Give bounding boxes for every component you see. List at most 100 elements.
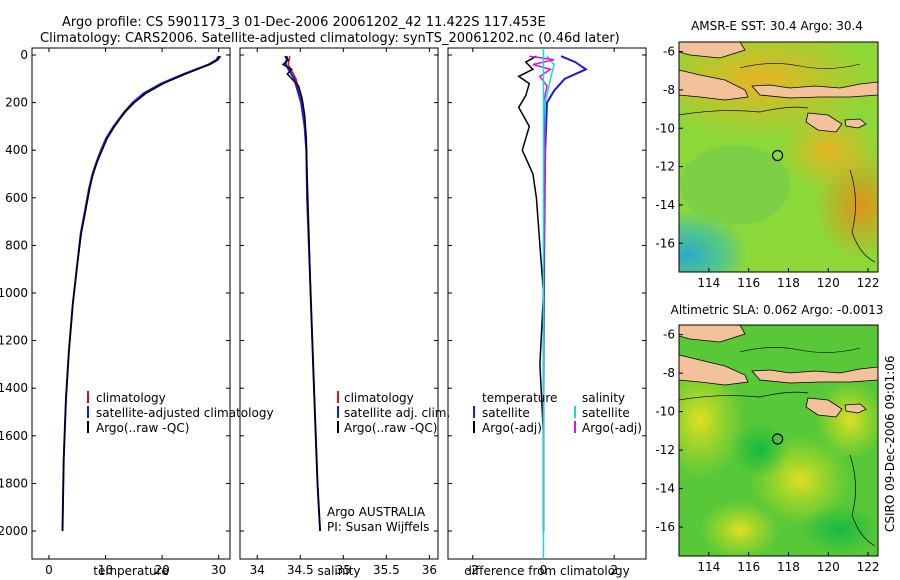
y-tick-label: 1000 bbox=[0, 286, 28, 300]
legend-title-temperature: temperature bbox=[482, 391, 557, 405]
x-tick-label: 34.5 bbox=[287, 563, 314, 577]
sla-high-patch bbox=[815, 380, 878, 460]
y-tick-label: 1800 bbox=[0, 476, 28, 490]
series-line bbox=[284, 55, 322, 532]
x-tick-label: 10 bbox=[98, 563, 113, 577]
y-tick-label: 2000 bbox=[0, 524, 28, 538]
sla-argo-marker bbox=[771, 433, 784, 445]
x-tick-label: 35 bbox=[336, 563, 351, 577]
y-tick-label: -12 bbox=[655, 443, 675, 457]
temperature-series bbox=[61, 55, 222, 532]
legend-label-clim: climatology bbox=[344, 391, 414, 405]
salinity-panel-frame bbox=[239, 47, 439, 560]
series-line bbox=[517, 55, 545, 531]
sst-map-frame bbox=[678, 41, 879, 273]
y-tick-label: 600 bbox=[5, 191, 28, 205]
x-tick-label: 0 bbox=[45, 563, 53, 577]
csiro-timestamp: CSIRO 09-Dec-2006 09:01:06 bbox=[883, 355, 897, 532]
y-tick-label: -16 bbox=[655, 236, 675, 250]
x-tick-label: 35.5 bbox=[373, 563, 400, 577]
x-tick-label: -2 bbox=[467, 563, 479, 577]
sst-map-ticks: 114 116 118 120 122 -6 -8 -10 -12 -14 -16 bbox=[655, 45, 879, 290]
temperature-axis-ticks: 0 10 20 30 bbox=[32, 48, 230, 577]
x-tick-label: 120 bbox=[817, 276, 840, 290]
legend-label-temp-argo: Argo(-adj) bbox=[482, 421, 542, 435]
sst-map-title: AMSR-E SST: 30.4 Argo: 30.4 bbox=[691, 19, 863, 33]
salinity-xlabel: salinity bbox=[317, 564, 360, 578]
sla-high-patch bbox=[700, 500, 780, 556]
x-tick-label: 114 bbox=[697, 560, 720, 574]
legend-title-salinity: salinity bbox=[582, 391, 625, 405]
header-line1: Argo profile: CS 5901173_3 01-Dec-2006 2… bbox=[62, 15, 546, 30]
series-line bbox=[61, 55, 221, 532]
difference-xlabel: difference from climatology bbox=[464, 564, 630, 578]
sla-map bbox=[679, 325, 878, 556]
temperature-xlabel: temperature bbox=[93, 564, 168, 578]
legend-label-argo: Argo(..raw -QC) bbox=[96, 421, 189, 435]
y-tick-label: -8 bbox=[663, 366, 675, 380]
sst-argo-marker bbox=[771, 149, 784, 162]
land-java bbox=[679, 69, 749, 101]
sla-high-patch bbox=[679, 360, 745, 480]
y-tick-label: 400 bbox=[5, 143, 28, 157]
x-tick-label: 122 bbox=[857, 560, 880, 574]
sst-warm-patch bbox=[780, 110, 878, 190]
land-sumba-east bbox=[844, 403, 867, 414]
series-line bbox=[61, 55, 222, 532]
bathymetry-contour bbox=[679, 391, 876, 547]
land-northwest bbox=[679, 42, 746, 59]
series-line bbox=[529, 55, 555, 531]
salinity-legend: climatology satellite adj. clim. Argo(..… bbox=[337, 391, 450, 435]
salinity-axis-ticks: 34 34.5 35 35.5 36 bbox=[240, 48, 438, 577]
x-tick-label: 36 bbox=[422, 563, 437, 577]
y-tick-label: 800 bbox=[5, 238, 28, 252]
legend-label-argo: Argo(..raw -QC) bbox=[344, 421, 437, 435]
difference-legend: temperature satellite Argo(-adj) salinit… bbox=[473, 391, 642, 435]
legend-label-temp-sat: satellite bbox=[482, 406, 530, 420]
y-tick-label: -6 bbox=[663, 45, 675, 59]
land-sumba bbox=[805, 397, 843, 418]
header-line2: Climatology: CARS2006. Satellite-adjuste… bbox=[40, 31, 620, 46]
argo-pi-label: PI: Susan Wijffels bbox=[327, 520, 429, 534]
legend-label-sal-argo: Argo(-adj) bbox=[582, 421, 642, 435]
land-sumba bbox=[805, 112, 843, 133]
bathymetry-contour bbox=[739, 347, 861, 353]
bathymetry-contour bbox=[739, 63, 861, 69]
y-tick-label: -14 bbox=[655, 198, 675, 212]
y-tick-label: -16 bbox=[655, 520, 675, 534]
y-tick-label: 1600 bbox=[0, 429, 28, 443]
sla-low-patch bbox=[800, 505, 878, 555]
series-line bbox=[281, 55, 321, 532]
sst-map bbox=[679, 42, 878, 272]
land-bali-lombok bbox=[751, 366, 878, 384]
land-bali-lombok bbox=[751, 81, 878, 99]
difference-axis-ticks: -2 0 2 bbox=[448, 48, 646, 577]
x-tick-label: 20 bbox=[154, 563, 169, 577]
y-tick-label: -8 bbox=[663, 83, 675, 97]
sla-low-patch bbox=[732, 422, 788, 478]
land-northwest bbox=[679, 325, 746, 343]
y-tick-label: 1200 bbox=[0, 334, 28, 348]
sla-map-frame bbox=[678, 324, 879, 557]
series-line bbox=[542, 55, 588, 531]
y-tick-label: -12 bbox=[655, 160, 675, 174]
y-tick-label: 1400 bbox=[0, 381, 28, 395]
y-tick-label: -6 bbox=[663, 328, 675, 342]
y-tick-label: 200 bbox=[5, 96, 28, 110]
depth-axis: 0 200 400 600 800 1000 1200 1400 1600 1800 2000 bbox=[0, 48, 28, 538]
x-tick-label: 120 bbox=[817, 560, 840, 574]
y-tick-label: -10 bbox=[655, 121, 675, 135]
argo-program-label: Argo AUSTRALIA bbox=[327, 505, 426, 519]
x-tick-label: 30 bbox=[211, 563, 226, 577]
x-tick-label: 116 bbox=[737, 276, 760, 290]
x-tick-label: 118 bbox=[777, 560, 800, 574]
temperature-legend: climatology satellite-adjusted climatolo… bbox=[87, 391, 274, 435]
y-tick-label: -14 bbox=[655, 482, 675, 496]
y-tick-label: 0 bbox=[20, 48, 28, 62]
salinity-series bbox=[281, 55, 322, 532]
land-java bbox=[679, 354, 749, 386]
x-tick-label: 116 bbox=[737, 560, 760, 574]
sst-cool-patch bbox=[679, 210, 748, 272]
sla-map-title: Altimetric SLA: 0.062 Argo: -0.0013 bbox=[671, 303, 884, 317]
